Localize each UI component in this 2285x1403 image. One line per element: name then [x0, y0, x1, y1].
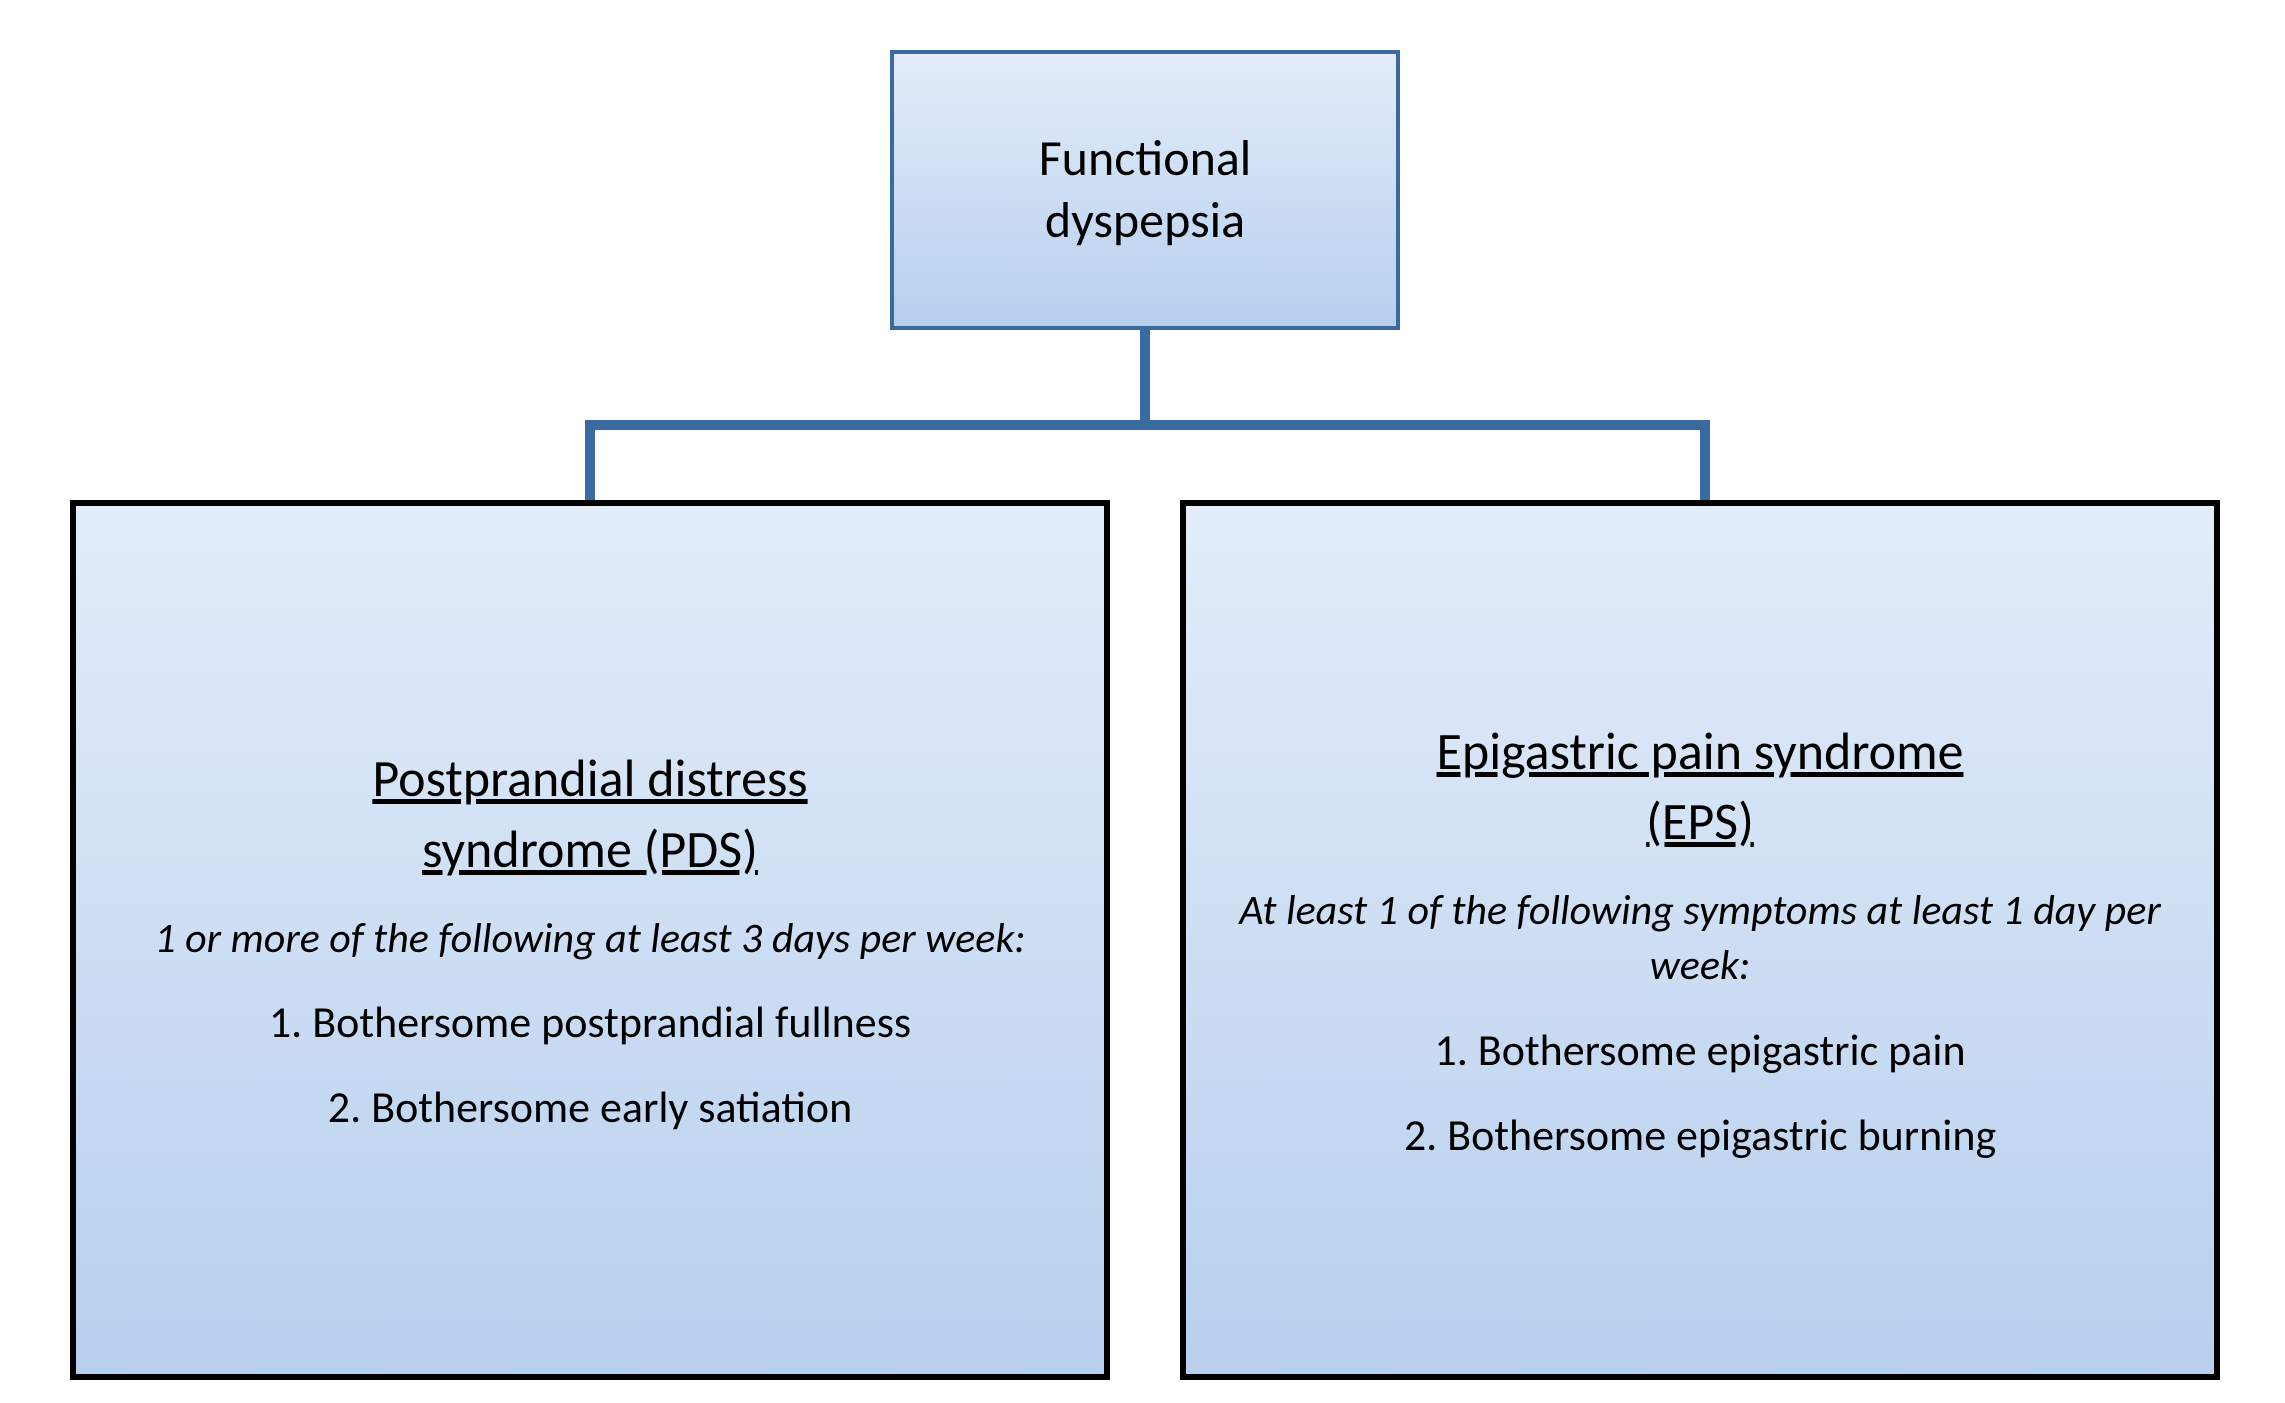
child-subtitle: At least 1 of the following symptoms at … [1237, 884, 2162, 993]
child-item: 2. Bothersome epigastric burning [1404, 1107, 1996, 1164]
connector-vertical_to_right [1700, 420, 1710, 510]
child-item: 1. Bothersome epigastric pain [1434, 1022, 1965, 1079]
diagram-canvas: Functionaldyspepsia Postprandial distress… [0, 0, 2285, 1403]
child-item: 1. Bothersome postprandial fullness [269, 994, 911, 1051]
child-node-pds: Postprandial distresssyndrome (PDS) 1 or … [70, 500, 1110, 1380]
child-title-line2: (EPS) [1646, 786, 1754, 856]
connector-vertical_to_left [585, 420, 595, 510]
connector-vertical_from_root [1140, 330, 1150, 425]
child-subtitle: 1 or more of the following at least 3 da… [154, 912, 1025, 967]
child-title-line1: Postprandial distress [372, 743, 807, 813]
connector-horizontal_bar [585, 420, 1710, 430]
root-title-line2: dyspepsia [1045, 190, 1245, 253]
child-node-eps: Epigastric pain syndrome(EPS) At least 1 … [1180, 500, 2220, 1380]
child-title-line2: syndrome (PDS) [422, 814, 758, 884]
root-title-line1: Functional [1039, 128, 1252, 191]
child-item: 2. Bothersome early satiation [328, 1079, 852, 1136]
root-node: Functionaldyspepsia [890, 50, 1400, 330]
child-title-line1: Epigastric pain syndrome [1437, 716, 1964, 786]
